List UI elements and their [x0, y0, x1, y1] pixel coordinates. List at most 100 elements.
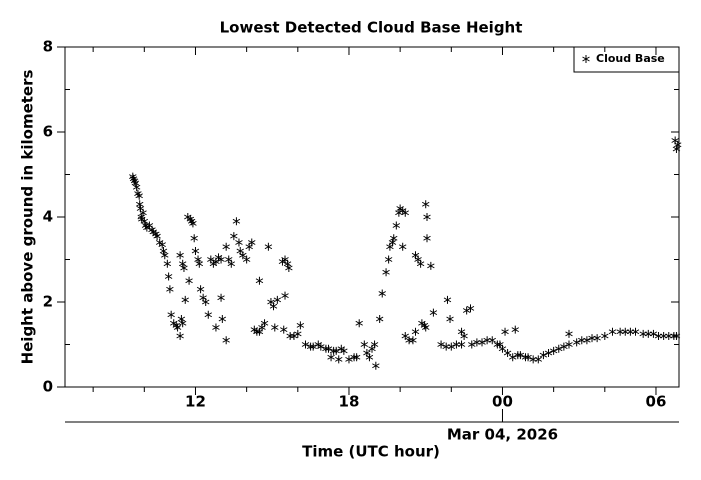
data-point	[264, 242, 273, 251]
data-point	[185, 276, 193, 285]
data-point	[423, 234, 431, 243]
data-point	[483, 336, 491, 345]
data-point	[360, 340, 369, 349]
legend-label: Cloud Base	[596, 52, 665, 65]
data-point	[273, 295, 282, 304]
data-point	[271, 323, 279, 332]
data-point	[178, 259, 187, 268]
data-point	[572, 338, 581, 347]
data-point	[443, 295, 452, 304]
data-point	[132, 183, 141, 192]
data-point	[190, 234, 198, 243]
data-point	[283, 259, 292, 268]
legend-marker	[582, 55, 590, 63]
data-point	[212, 323, 220, 332]
data-point	[161, 251, 169, 260]
data-point	[335, 355, 343, 364]
data-point	[498, 344, 507, 353]
data-point	[452, 340, 461, 349]
data-point	[401, 208, 409, 217]
data-point	[639, 329, 647, 338]
data-point	[176, 251, 184, 260]
y-tick-label: 2	[43, 293, 53, 311]
data-point	[468, 340, 476, 349]
data-point	[673, 140, 682, 149]
data-point	[672, 145, 681, 153]
data-point	[230, 232, 238, 241]
data-point	[217, 255, 225, 264]
data-point	[565, 340, 573, 349]
data-point	[378, 289, 386, 298]
data-point	[460, 332, 468, 340]
data-point	[508, 353, 517, 362]
data-point	[352, 353, 361, 362]
data-point	[392, 221, 401, 230]
data-point	[166, 285, 174, 294]
data-point	[309, 342, 317, 351]
data-point	[616, 327, 624, 336]
data-point	[158, 240, 166, 249]
data-point	[286, 332, 294, 340]
data-point	[473, 338, 481, 347]
data-point	[411, 327, 420, 336]
data-point	[583, 336, 591, 345]
data-point	[248, 238, 256, 247]
data-point	[565, 329, 573, 338]
data-point	[131, 179, 140, 187]
data-point	[222, 242, 230, 251]
data-point	[539, 351, 548, 360]
data-point	[195, 259, 204, 268]
data-point	[534, 355, 543, 364]
data-point	[405, 336, 413, 345]
data-point	[260, 319, 269, 328]
data-point	[416, 259, 425, 268]
data-point	[529, 355, 537, 364]
y-tick-label: 6	[43, 123, 53, 141]
data-point	[659, 332, 668, 340]
data-point	[159, 247, 168, 255]
chart-title: Lowest Detected Cloud Base Height	[220, 19, 523, 37]
data-point	[654, 332, 663, 340]
data-point	[327, 353, 335, 362]
plot-frame	[64, 46, 680, 388]
data-point	[191, 247, 200, 255]
data-point	[285, 264, 293, 272]
date-label: Mar 04, 2026	[447, 426, 558, 444]
data-point	[437, 340, 445, 349]
data-point	[294, 329, 302, 338]
data-point	[180, 264, 188, 272]
data-point	[382, 268, 390, 277]
data-point	[301, 340, 310, 349]
data-point	[608, 327, 617, 336]
data-point	[255, 276, 264, 285]
data-point	[488, 336, 496, 345]
data-point	[153, 232, 161, 241]
data-point	[626, 327, 635, 336]
data-point	[173, 323, 182, 332]
data-point	[372, 361, 380, 370]
data-point	[196, 285, 205, 294]
data-point	[135, 200, 144, 209]
data-point	[140, 217, 149, 226]
data-point	[388, 238, 397, 247]
data-point	[644, 329, 653, 338]
data-point	[593, 334, 601, 343]
y-tick-label: 8	[43, 38, 53, 56]
data-point	[332, 346, 340, 355]
data-point	[355, 319, 363, 328]
x-tick-label: 00	[492, 393, 513, 411]
data-point	[423, 213, 431, 221]
data-point	[665, 332, 673, 340]
data-point	[549, 346, 558, 355]
data-point	[176, 332, 184, 340]
data-point	[672, 332, 681, 340]
data-point	[421, 200, 430, 209]
data-point	[139, 208, 147, 217]
data-point	[239, 251, 247, 260]
data-point	[578, 336, 586, 345]
data-point	[649, 329, 658, 338]
x-tick-label: 06	[646, 393, 667, 411]
data-point	[409, 336, 417, 345]
data-point	[555, 344, 563, 353]
